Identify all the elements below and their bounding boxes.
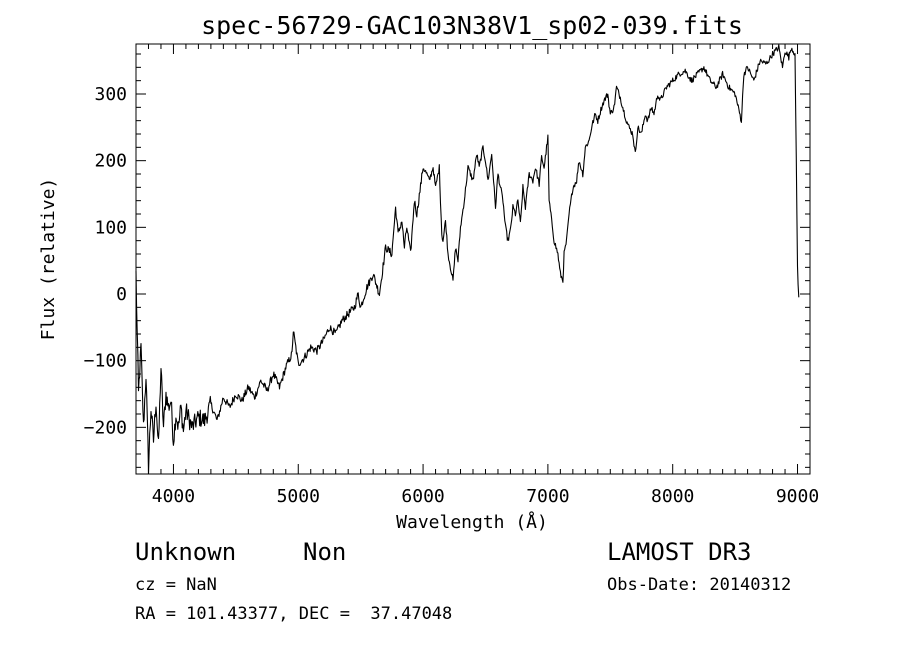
y-tick-label: −200 [84,417,127,438]
x-tick-label: 4000 [152,486,195,507]
redshift-cz: cz = NaN [135,575,217,595]
y-tick-label: 300 [94,84,127,105]
ra-dec-coordinates: RA = 101.43377, DEC = 37.47048 [135,604,452,624]
x-tick-label: 9000 [776,486,819,507]
x-tick-label: 5000 [277,486,320,507]
y-axis-label: Flux (relative) [38,178,59,341]
plot-border [135,43,811,475]
spectrum-series-line [135,44,800,475]
y-tick-label: −100 [84,351,127,372]
y-tick-label: 100 [94,217,127,238]
plot-frame [135,43,811,475]
x-tick-label: 6000 [401,486,444,507]
object-class: Unknown [135,538,236,566]
obs-date: Obs-Date: 20140312 [607,575,791,595]
y-tick-label: 200 [94,151,127,172]
chart-title: spec-56729-GAC103N38V1_sp02-039.fits [201,11,743,40]
object-subclass: Non [303,538,346,566]
y-tick-label: 0 [116,284,127,305]
axis-tick-labels: 4000 5000 6000 7000 8000 9000 −200 −100 0 100 200 3… [84,84,820,507]
x-tick-label: 8000 [651,486,694,507]
survey-name: LAMOST DR3 [607,538,752,566]
x-axis-label: Wavelength (Å) [396,511,548,533]
x-tick-label: 7000 [526,486,569,507]
axis-ticks [135,44,811,474]
